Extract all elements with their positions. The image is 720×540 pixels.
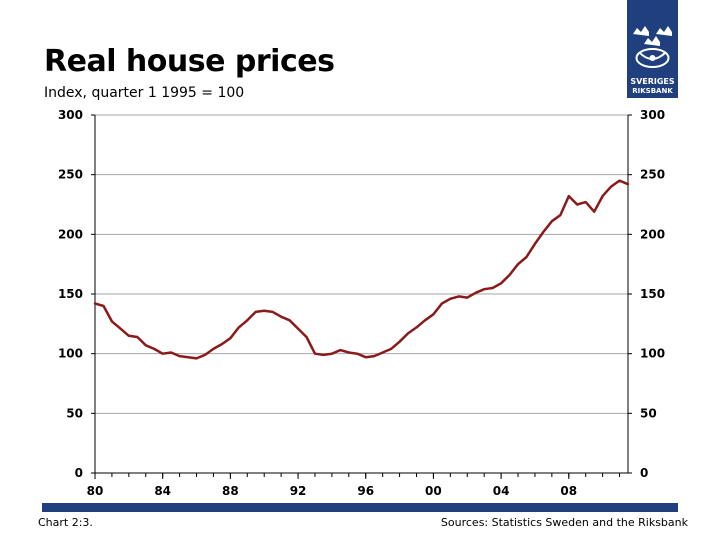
ytick-label-left-250: 250 <box>58 168 83 182</box>
page-title: Real house prices <box>44 44 335 79</box>
ytick-label-right-100: 100 <box>640 347 665 361</box>
footer-divider <box>42 503 678 512</box>
chart-gridlines <box>95 114 628 414</box>
series-group <box>93 179 630 360</box>
xtick-label-2000: 00 <box>425 484 442 498</box>
riksbank-crest-icon: SVERIGES RIKSBANK <box>630 26 675 95</box>
xtick-label-1992: 92 <box>290 484 307 498</box>
ytick-label-left-100: 100 <box>58 347 83 361</box>
xtick-label-2004: 04 <box>493 484 510 498</box>
ytick-label-right-0: 0 <box>640 466 648 480</box>
ytick-label-left-0: 0 <box>75 466 83 480</box>
logo-line2: RIKSBANK <box>632 87 673 95</box>
chart-number: Chart 2:3. <box>38 516 93 529</box>
ytick-label-left-200: 200 <box>58 227 83 241</box>
xtick-label-1980: 80 <box>87 484 104 498</box>
xtick-label-2008: 08 <box>560 484 577 498</box>
series-line-0 <box>93 179 630 360</box>
ytick-label-left-300: 300 <box>58 108 83 122</box>
ytick-label-right-200: 200 <box>640 227 665 241</box>
ytick-label-left-50: 50 <box>66 406 83 420</box>
xtick-label-1984: 84 <box>154 484 171 498</box>
logo-line1: SVERIGES <box>630 77 675 86</box>
ytick-label-right-150: 150 <box>640 287 665 301</box>
sources-note: Sources: Statistics Sweden and the Riksb… <box>440 516 688 529</box>
y-axis-left: 0 50 100 150 200 250 300 <box>58 108 95 480</box>
y-axis-right: 0 50 100 150 200 250 300 <box>628 108 665 480</box>
xtick-label-1988: 88 <box>222 484 239 498</box>
x-axis: 80 84 88 92 96 00 04 08 <box>87 473 621 498</box>
ytick-label-left-150: 150 <box>58 287 83 301</box>
ytick-label-right-50: 50 <box>640 406 657 420</box>
ytick-label-right-300: 300 <box>640 108 665 122</box>
riksbank-logo: SVERIGES RIKSBANK <box>627 0 678 98</box>
chart-subtitle: Index, quarter 1 1995 = 100 <box>44 85 245 101</box>
ytick-label-right-250: 250 <box>640 168 665 182</box>
xtick-label-1996: 96 <box>357 484 374 498</box>
